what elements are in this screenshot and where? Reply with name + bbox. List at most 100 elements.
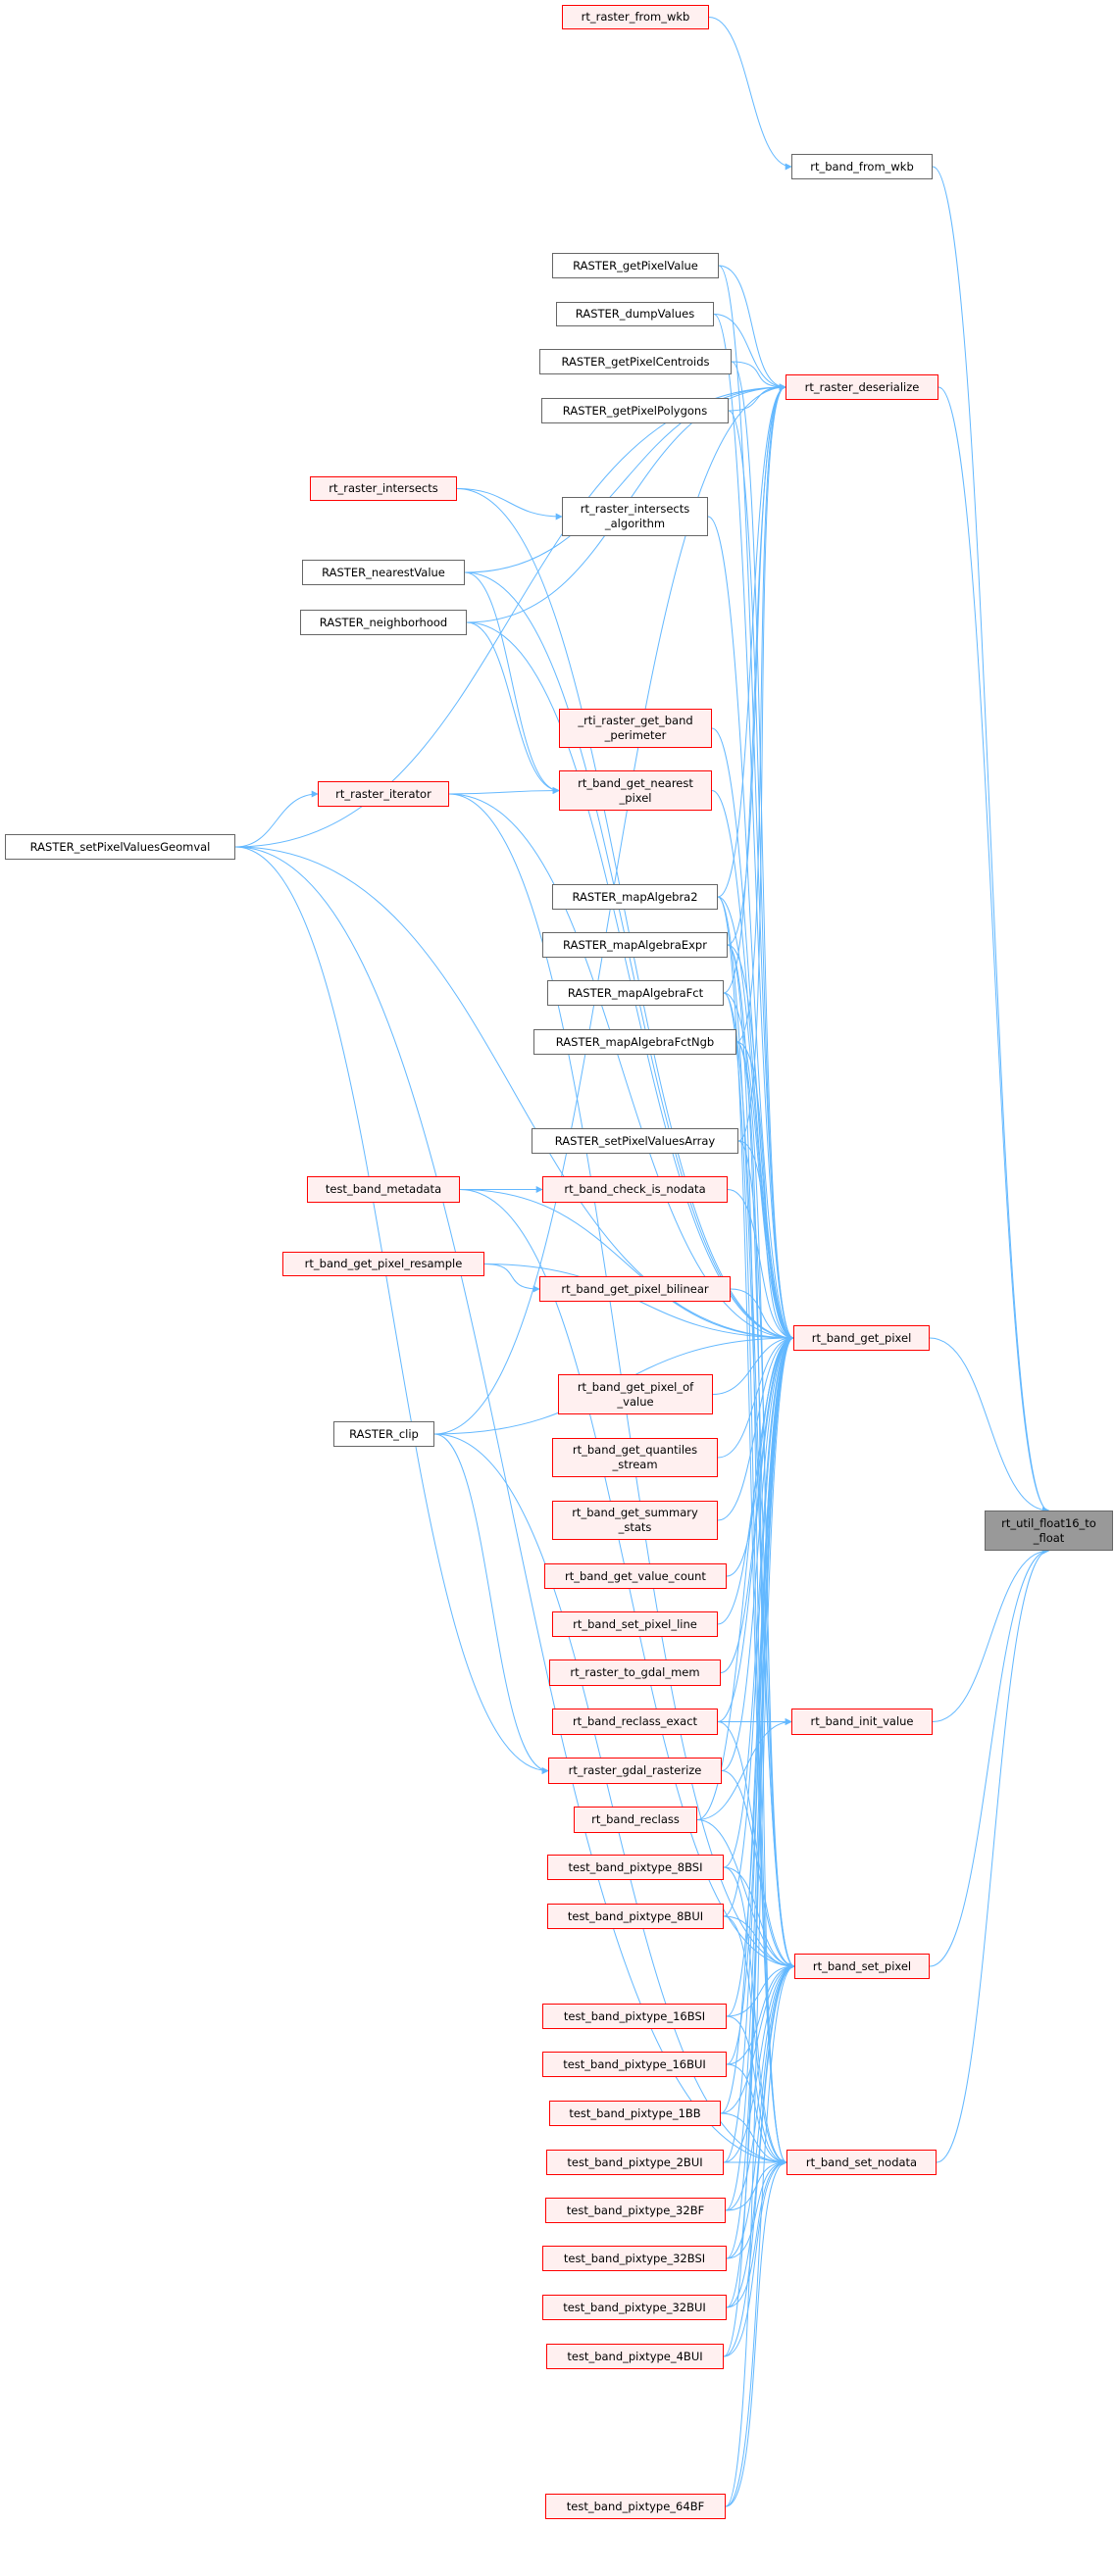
- edge-reclass-to-get_pixel: [696, 1334, 794, 1820]
- node-t64BF[interactable]: test_band_pixtype_64BF: [545, 2494, 726, 2519]
- node-resample[interactable]: rt_band_get_pixel_resample: [282, 1252, 484, 1276]
- node-label: RASTER_getPixelPolygons: [562, 403, 708, 418]
- edge-mapAlgebraFct-to-deserialize: [723, 383, 786, 994]
- node-iterator[interactable]: rt_raster_iterator: [318, 781, 449, 807]
- node-label: RASTER_nearestValue: [322, 565, 445, 579]
- node-label: _rti_raster_get_band: [578, 714, 693, 727]
- node-nearestValue[interactable]: RASTER_nearestValue: [302, 560, 465, 585]
- node-to_gdal_mem[interactable]: rt_raster_to_gdal_mem: [549, 1660, 721, 1686]
- node-t8BUI[interactable]: test_band_pixtype_8BUI: [547, 1904, 724, 1929]
- edge-valuesArray-to-deserialize: [737, 383, 786, 1142]
- node-gdal_rasterize[interactable]: rt_raster_gdal_rasterize: [548, 1758, 722, 1784]
- node-mapAlgebraExpr[interactable]: RASTER_mapAlgebraExpr: [542, 932, 728, 958]
- node-t8BSI[interactable]: test_band_pixtype_8BSI: [547, 1855, 724, 1880]
- node-quantiles[interactable]: rt_band_get_quantiles _stream: [552, 1438, 718, 1477]
- node-metadata[interactable]: test_band_metadata: [307, 1176, 460, 1203]
- edge-geomval-to-iterator: [234, 790, 319, 848]
- node-set_pixel_line[interactable]: rt_band_set_pixel_line: [552, 1611, 718, 1637]
- node-dumpValues[interactable]: RASTER_dumpValues: [556, 302, 714, 326]
- node-label: RASTER_getPixelCentroids: [561, 354, 710, 369]
- edge-set_pixel-to-float16: [929, 1547, 1050, 1967]
- node-reclass[interactable]: rt_band_reclass: [574, 1807, 697, 1833]
- edge-iterator-to-get_pixel: [448, 793, 794, 1342]
- node-mapAlgebraFctNgb[interactable]: RASTER_mapAlgebraFctNgb: [533, 1029, 736, 1055]
- node-t2BUI[interactable]: test_band_pixtype_2BUI: [546, 2150, 724, 2175]
- edge-pixel_of_value-to-get_pixel: [712, 1334, 794, 1395]
- node-bilinear[interactable]: rt_band_get_pixel_bilinear: [539, 1276, 731, 1302]
- node-clip[interactable]: RASTER_clip: [333, 1421, 434, 1447]
- node-get_pixel[interactable]: rt_band_get_pixel: [793, 1325, 930, 1351]
- edge-metadata-to-get_pixel: [459, 1189, 794, 1342]
- node-t1BB[interactable]: test_band_pixtype_1BB: [549, 2101, 721, 2126]
- node-check_is_nodata[interactable]: rt_band_check_is_nodata: [542, 1176, 728, 1203]
- edge-t4BUI-to-set_pixel: [723, 1962, 795, 2357]
- node-label: rt_band_get_pixel_resample: [304, 1257, 463, 1270]
- node-label: _stream: [612, 1458, 658, 1471]
- node-pixel_of_value[interactable]: rt_band_get_pixel_of _value: [558, 1374, 713, 1414]
- node-label: rt_raster_intersects: [580, 502, 690, 516]
- edge-mapAlgebraExpr-to-set_pixel: [727, 944, 795, 1970]
- node-label: test_band_pixtype_32BUI: [563, 2300, 706, 2314]
- edge-t64BF-to-set_nodata: [725, 2158, 787, 2507]
- edge-geomval-to-set_nodata: [234, 846, 787, 2166]
- node-value_count[interactable]: rt_band_get_value_count: [544, 1563, 727, 1589]
- node-label: _algorithm: [604, 517, 666, 530]
- node-label: rt_raster_gdal_rasterize: [568, 1763, 702, 1777]
- node-label: RASTER_setPixelValuesGeomval: [29, 839, 211, 854]
- node-band_from_wkb[interactable]: rt_band_from_wkb: [791, 154, 933, 179]
- edge-t64BF-to-set_pixel: [725, 1962, 795, 2507]
- node-label: RASTER_mapAlgebra2: [572, 889, 698, 904]
- node-nearest_pixel[interactable]: rt_band_get_nearest _pixel: [559, 770, 712, 811]
- edge-geomval-to-gdal_rasterize: [234, 846, 549, 1774]
- node-geomval[interactable]: RASTER_setPixelValuesGeomval: [5, 834, 235, 860]
- node-init_value[interactable]: rt_band_init_value: [791, 1709, 933, 1735]
- edge-init_value-to-float16: [932, 1547, 1050, 1722]
- edge-t8BSI-to-get_pixel: [723, 1334, 794, 1868]
- node-centroids[interactable]: RASTER_getPixelCentroids: [539, 349, 732, 374]
- node-t4BUI[interactable]: test_band_pixtype_4BUI: [546, 2344, 724, 2369]
- edge-t32BF-to-set_pixel: [725, 1962, 795, 2211]
- edge-t32BSI-to-set_nodata: [726, 2158, 787, 2259]
- node-label: RASTER_dumpValues: [575, 307, 695, 321]
- node-t32BUI[interactable]: test_band_pixtype_32BUI: [542, 2295, 727, 2320]
- node-mapAlgebra2[interactable]: RASTER_mapAlgebra2: [552, 884, 718, 910]
- node-summary[interactable]: rt_band_get_summary _stats: [552, 1501, 718, 1540]
- node-t16BSI[interactable]: test_band_pixtype_16BSI: [542, 2004, 727, 2029]
- node-set_pixel[interactable]: rt_band_set_pixel: [794, 1954, 930, 1979]
- node-algorithm[interactable]: rt_raster_intersects _algorithm: [562, 497, 708, 536]
- node-getPixelValue[interactable]: RASTER_getPixelValue: [552, 253, 719, 278]
- edge-centroids-to-deserialize: [731, 361, 786, 391]
- node-label: RASTER_neighborhood: [319, 615, 448, 629]
- node-deserialize[interactable]: rt_raster_deserialize: [786, 374, 938, 400]
- node-t32BF[interactable]: test_band_pixtype_32BF: [545, 2198, 726, 2223]
- node-label: rt_band_reclass_exact: [572, 1714, 698, 1728]
- node-float16[interactable]: rt_util_float16_to _float: [985, 1511, 1113, 1551]
- node-label: RASTER_mapAlgebraFctNgb: [555, 1034, 715, 1049]
- node-label: _value: [617, 1394, 654, 1409]
- node-valuesArray[interactable]: RASTER_setPixelValuesArray: [532, 1128, 738, 1154]
- node-label: rt_raster_intersects: [329, 481, 438, 495]
- node-label: rt_band_set_pixel_line: [573, 1616, 697, 1631]
- node-neighborhood[interactable]: RASTER_neighborhood: [300, 610, 467, 635]
- node-set_nodata[interactable]: rt_band_set_nodata: [786, 2150, 937, 2175]
- node-from_wkb[interactable]: rt_raster_from_wkb: [562, 5, 709, 29]
- node-perimeter[interactable]: _rti_raster_get_band _perimeter: [559, 709, 712, 748]
- node-label: test_band_metadata: [325, 1182, 442, 1196]
- edge-band_from_wkb-to-float16: [932, 166, 1050, 1514]
- node-reclass_exact[interactable]: rt_band_reclass_exact: [552, 1709, 718, 1735]
- node-label: rt_band_init_value: [810, 1714, 914, 1728]
- node-t16BUI[interactable]: test_band_pixtype_16BUI: [542, 2052, 727, 2077]
- node-label: test_band_pixtype_16BUI: [563, 2056, 706, 2071]
- edge-neighborhood-to-nearest_pixel: [466, 621, 560, 794]
- node-label: test_band_pixtype_8BSI: [568, 1859, 703, 1874]
- edge-t64BF-to-get_pixel: [725, 1334, 794, 2507]
- node-label: rt_band_get_pixel_bilinear: [561, 1281, 709, 1296]
- edge-t32BUI-to-set_nodata: [726, 2158, 787, 2308]
- node-mapAlgebraFct[interactable]: RASTER_mapAlgebraFct: [547, 980, 724, 1006]
- node-label: RASTER_mapAlgebraExpr: [563, 937, 707, 952]
- node-t32BSI[interactable]: test_band_pixtype_32BSI: [542, 2246, 727, 2271]
- node-intersects[interactable]: rt_raster_intersects: [310, 476, 457, 501]
- node-polygons[interactable]: RASTER_getPixelPolygons: [541, 398, 729, 423]
- edge-mapAlgebraFctNgb-to-get_pixel: [735, 1041, 794, 1342]
